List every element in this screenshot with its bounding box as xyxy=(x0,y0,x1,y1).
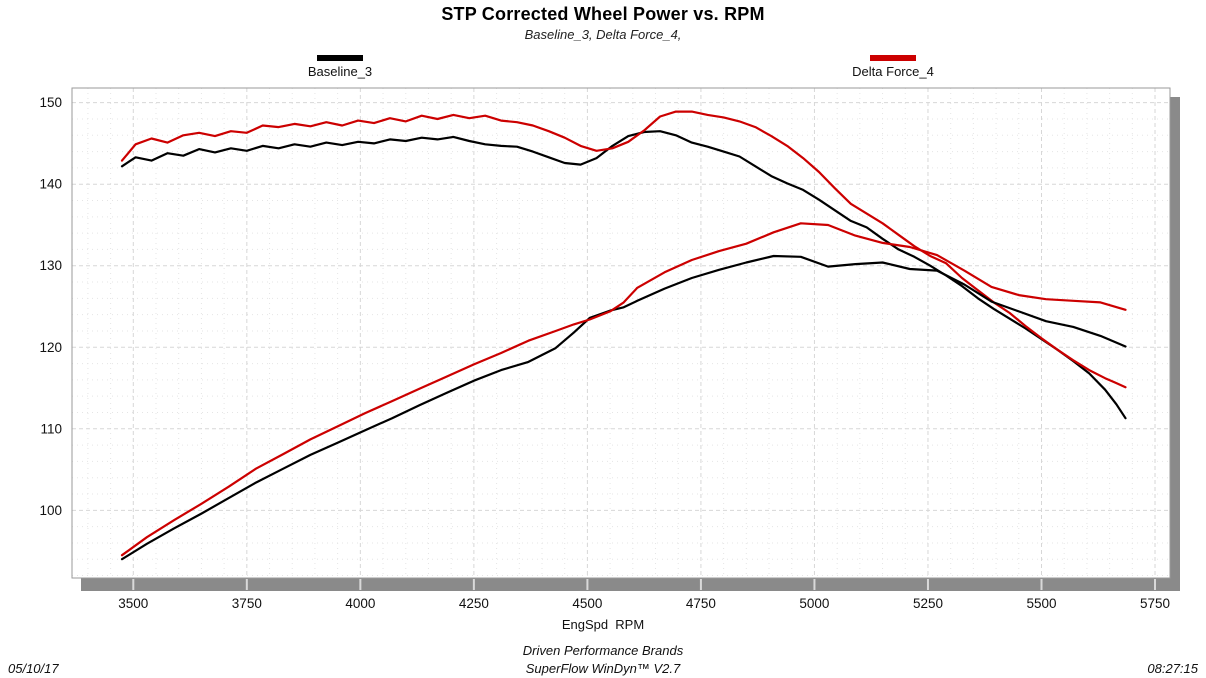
y-tick-label: 120 xyxy=(39,340,62,355)
legend-item-baseline: Baseline_3 xyxy=(280,55,400,79)
x-tick-label: 4500 xyxy=(572,596,602,611)
chart-title: STP Corrected Wheel Power vs. RPM xyxy=(441,4,765,24)
x-axis-label: EngSpd RPM xyxy=(561,617,645,632)
footer-software: SuperFlow WinDyn™ V2.7 xyxy=(525,661,681,676)
footer-time: 08:27:15 xyxy=(1147,661,1198,676)
delta-force-color-swatch xyxy=(870,55,916,61)
legend-label-baseline: Baseline_3 xyxy=(307,64,373,79)
footer-brand: Driven Performance Brands xyxy=(522,643,684,658)
x-tick-label: 5000 xyxy=(799,596,829,611)
footer-date: 05/10/17 xyxy=(8,661,59,676)
x-tick-label: 5750 xyxy=(1140,596,1170,611)
x-tick-label: 5250 xyxy=(913,596,943,611)
x-tick-label: 4250 xyxy=(459,596,489,611)
y-tick-label: 150 xyxy=(39,95,62,110)
y-tick-label: 110 xyxy=(40,421,62,436)
baseline-color-swatch xyxy=(317,55,363,61)
x-tick-label: 3750 xyxy=(232,596,262,611)
legend-label-delta-force: Delta Force_4 xyxy=(852,64,934,79)
series-delta-force-4 xyxy=(120,110,1127,389)
x-tick-label: 4750 xyxy=(686,596,716,611)
y-tick-label: 140 xyxy=(39,177,62,192)
chart-subtitle: Baseline_3, Delta Force_4, xyxy=(524,27,682,42)
series-delta-force-4 xyxy=(120,222,1127,557)
plot-border xyxy=(71,87,1171,579)
x-tick-label: 3500 xyxy=(118,596,148,611)
y-tick-label: 100 xyxy=(39,503,62,518)
x-tick-label: 5500 xyxy=(1026,596,1056,611)
y-tick-label: 130 xyxy=(39,258,62,273)
plot-area xyxy=(72,88,1170,578)
series-baseline-3 xyxy=(120,130,1127,420)
series-baseline-3 xyxy=(120,254,1127,561)
legend-item-delta-force: Delta Force_4 xyxy=(833,55,953,79)
x-tick-label: 4000 xyxy=(345,596,375,611)
